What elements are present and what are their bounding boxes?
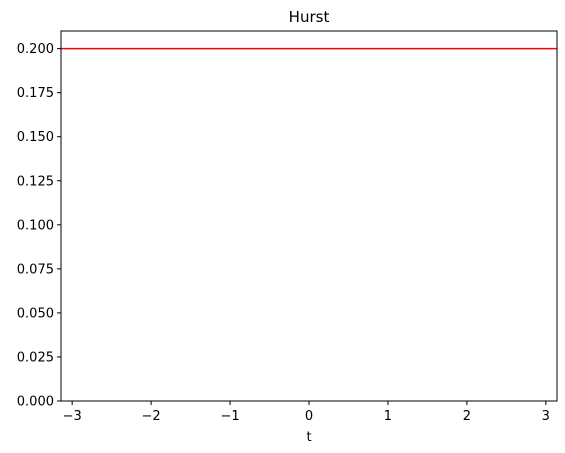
y-tick-label: 0.025 bbox=[17, 350, 54, 365]
chart-title: Hurst bbox=[289, 8, 330, 26]
y-tick-label: 0.000 bbox=[17, 395, 54, 410]
y-tick-label: 0.075 bbox=[17, 262, 54, 277]
x-tick-label: 2 bbox=[463, 409, 471, 424]
x-tick-label: 0 bbox=[305, 409, 313, 424]
x-axis-label: t bbox=[306, 430, 311, 445]
y-tick-label: 0.125 bbox=[17, 174, 54, 189]
x-tick-label: −3 bbox=[63, 409, 82, 424]
x-tick-label: −2 bbox=[142, 409, 161, 424]
x-tick-label: 3 bbox=[542, 409, 550, 424]
x-axis-ticks: −3 −2 −1 0 1 2 3 bbox=[63, 401, 550, 424]
y-tick-label: 0.050 bbox=[17, 306, 54, 321]
y-axis-ticks: 0.000 0.025 0.050 0.075 0.100 0.125 0.150 0.175… bbox=[17, 42, 61, 410]
y-tick-label: 0.175 bbox=[17, 86, 54, 101]
axes-frame bbox=[60, 30, 558, 402]
y-tick-label: 0.200 bbox=[17, 42, 54, 57]
y-tick-label: 0.150 bbox=[17, 130, 54, 145]
x-tick-label: 1 bbox=[384, 409, 392, 424]
x-tick-label: −1 bbox=[220, 409, 239, 424]
y-tick-label: 0.100 bbox=[17, 218, 54, 233]
